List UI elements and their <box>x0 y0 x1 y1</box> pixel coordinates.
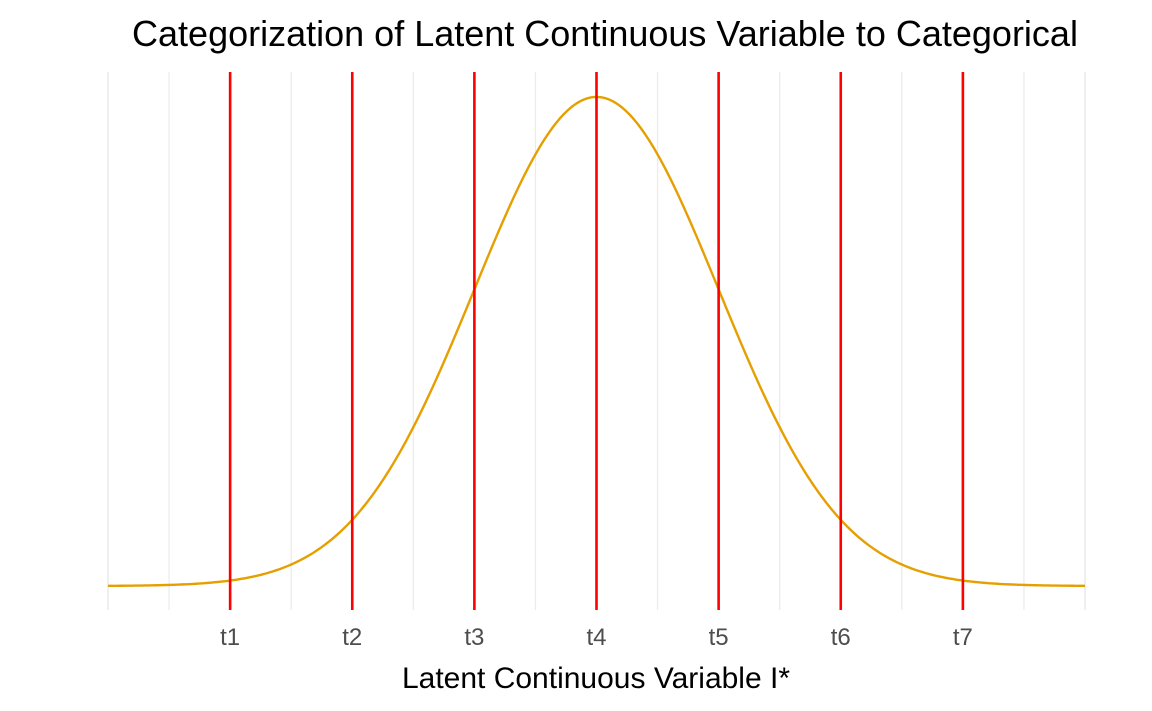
x-tick-label-t1: t1 <box>220 624 240 651</box>
x-tick-label-t3: t3 <box>464 624 484 651</box>
x-tick-label-t4: t4 <box>586 624 606 651</box>
x-tick-label-t7: t7 <box>953 624 973 651</box>
x-tick-label-t5: t5 <box>709 624 729 651</box>
x-axis-label: Latent Continuous Variable I* <box>402 662 790 695</box>
chart-title: Categorization of Latent Continuous Vari… <box>132 13 1078 54</box>
x-tick-label-t6: t6 <box>831 624 851 651</box>
x-axis-ticks: t1 t2 t3 t4 t5 t6 t7 <box>220 624 973 651</box>
x-tick-label-t2: t2 <box>342 624 362 651</box>
thresholds <box>228 72 965 610</box>
